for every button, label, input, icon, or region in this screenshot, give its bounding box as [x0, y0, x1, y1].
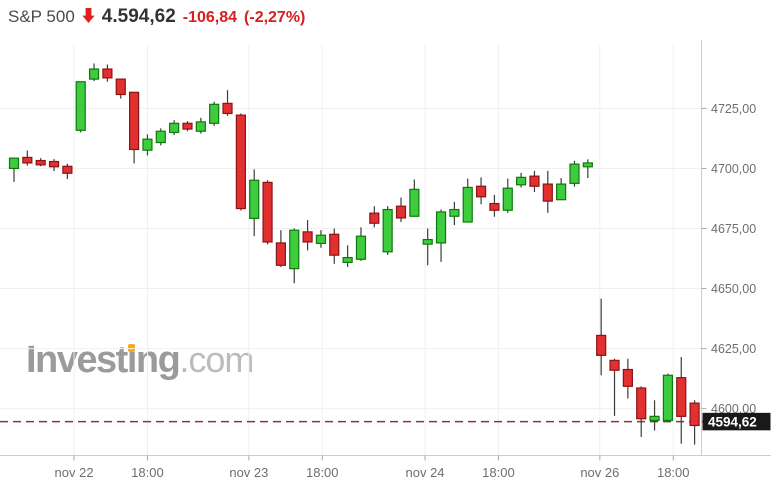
y-tick-label: 4625,00 — [711, 342, 756, 356]
candle-up[interactable] — [556, 183, 567, 201]
candle-down[interactable] — [115, 78, 126, 96]
candle-up[interactable] — [342, 256, 353, 263]
x-tick-label: 18:00 — [657, 465, 690, 480]
candle-down[interactable] — [102, 68, 113, 79]
candle-down[interactable] — [529, 175, 540, 187]
instrument-name: S&P 500 — [8, 7, 75, 26]
current-price-marker — [702, 412, 771, 431]
candle-up[interactable] — [382, 208, 393, 253]
candle-up[interactable] — [516, 176, 527, 186]
candle-down[interactable] — [542, 183, 553, 202]
candle-down[interactable] — [689, 402, 700, 427]
candle-down[interactable] — [489, 202, 500, 211]
last-price: 4.594,62 — [101, 6, 176, 27]
candle-up[interactable] — [569, 163, 580, 184]
candle-down[interactable] — [636, 387, 647, 420]
candle-down[interactable] — [596, 334, 607, 356]
quote-header: S&P 500 4.594,62 -106,84 (-2,27%) — [8, 6, 305, 28]
candle-up[interactable] — [449, 208, 460, 217]
candle-down[interactable] — [22, 156, 33, 164]
watermark-text: Invest — [26, 339, 128, 381]
candle-down[interactable] — [395, 205, 407, 219]
price-down-arrow-icon — [82, 8, 95, 28]
candle-down[interactable] — [235, 114, 246, 210]
candle-up[interactable] — [75, 81, 86, 131]
x-tick-label: 18:00 — [306, 465, 339, 480]
candle-up[interactable] — [88, 68, 100, 80]
candle-up[interactable] — [142, 138, 153, 151]
current-price-marker-label: 4594,62 — [708, 414, 757, 429]
x-tick-label: 18:00 — [131, 465, 164, 480]
y-tick-label: 4725,00 — [711, 102, 756, 116]
candle-up[interactable] — [355, 235, 367, 260]
y-tick-label: 4600,00 — [711, 402, 756, 416]
candle-down[interactable] — [475, 185, 487, 198]
watermark-tld: .com — [179, 339, 254, 380]
candle-down[interactable] — [222, 102, 233, 115]
candle-down[interactable] — [35, 159, 46, 166]
candle-up[interactable] — [435, 211, 447, 244]
candle-up[interactable] — [422, 238, 433, 245]
candle-up[interactable] — [249, 179, 260, 220]
candle-down[interactable] — [48, 160, 60, 168]
investing-watermark: Investing.com — [26, 339, 254, 382]
y-tick-label: 4650,00 — [711, 282, 756, 296]
watermark-text-2: ng — [135, 339, 181, 381]
candle-down[interactable] — [329, 233, 340, 256]
candle-up[interactable] — [169, 122, 180, 134]
candle-down[interactable] — [622, 368, 633, 387]
candle-down[interactable] — [369, 212, 380, 224]
candle-up[interactable] — [662, 374, 674, 422]
x-tick-label: 18:00 — [482, 465, 515, 480]
candle-up[interactable] — [582, 162, 593, 168]
candle-down[interactable] — [262, 181, 273, 243]
x-tick-label: nov 22 — [55, 465, 94, 480]
candle-down[interactable] — [302, 231, 313, 243]
candle-up[interactable] — [8, 157, 20, 170]
price-change: -106,84 — [182, 9, 238, 26]
candle-up[interactable] — [209, 103, 220, 124]
y-tick-label: 4675,00 — [711, 222, 756, 236]
candle-down[interactable] — [609, 359, 620, 371]
y-tick-label: 4700,00 — [711, 162, 756, 176]
candle-down[interactable] — [62, 165, 73, 174]
candle-up[interactable] — [409, 188, 420, 217]
candle-down[interactable] — [676, 377, 687, 417]
candle-up[interactable] — [155, 130, 166, 144]
candle-up[interactable] — [649, 415, 660, 422]
candle-up[interactable] — [315, 234, 327, 245]
candle-up[interactable] — [462, 186, 473, 223]
price-change-percent: (-2,27%) — [244, 9, 306, 26]
candle-up[interactable] — [502, 187, 513, 211]
candle-down[interactable] — [129, 91, 140, 151]
x-tick-label: nov 23 — [229, 465, 268, 480]
candle-up[interactable] — [289, 229, 300, 270]
candle-up[interactable] — [195, 121, 206, 132]
x-tick-label: nov 24 — [406, 465, 445, 480]
watermark-accent-i: i — [126, 339, 138, 381]
candle-down[interactable] — [182, 122, 193, 130]
candle-down[interactable] — [275, 242, 286, 266]
x-tick-label: nov 26 — [580, 465, 619, 480]
